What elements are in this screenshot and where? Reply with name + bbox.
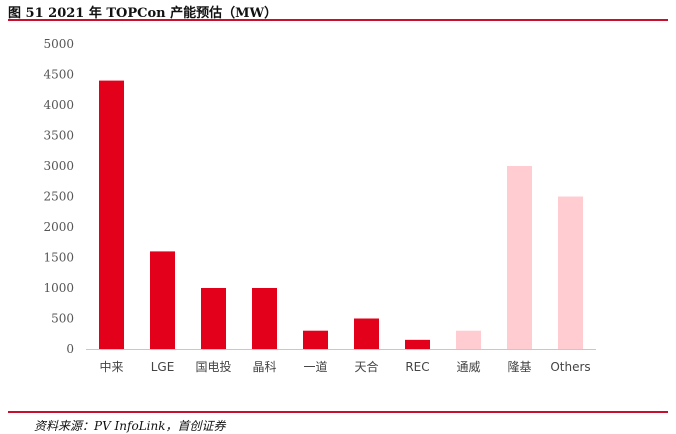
y-tick-label: 5000 <box>43 37 74 51</box>
x-tick-label: 晶科 <box>252 360 276 374</box>
y-tick-label: 0 <box>66 342 74 356</box>
bar-0 <box>99 80 124 349</box>
bar-6 <box>405 339 430 349</box>
x-tick-label: 中来 <box>99 359 123 374</box>
bar-5 <box>354 318 379 349</box>
y-tick-label: 3000 <box>43 159 74 173</box>
bar-9 <box>558 196 583 349</box>
x-axis-labels: 中来 LGE 国电投 晶科 一道 天合 REC 通威 隆基 Others <box>99 359 590 374</box>
y-tick-label: 1500 <box>43 251 74 265</box>
source-note: 资料来源：PV InfoLink，首创证券 <box>34 419 226 433</box>
bar-7 <box>456 330 481 349</box>
y-tick-label: 4000 <box>43 98 74 112</box>
bar-8 <box>507 166 532 349</box>
x-tick-label: 隆基 <box>507 359 531 374</box>
y-tick-label: 3500 <box>43 129 74 143</box>
x-tick-label: REC <box>405 360 429 374</box>
bars <box>99 80 583 349</box>
x-tick-label: 国电投 <box>195 359 231 374</box>
x-tick-label: 一道 <box>303 360 327 374</box>
bar-1 <box>150 251 175 349</box>
y-tick-label: 4500 <box>43 68 74 82</box>
bar-2 <box>201 288 226 349</box>
figure-title: 图 51 2021 年 TOPCon 产能预估（MW） <box>8 6 278 21</box>
bottom-rule <box>8 411 668 413</box>
x-tick-label: 通威 <box>456 360 480 374</box>
x-tick-label: LGE <box>151 360 175 374</box>
y-tick-label: 1000 <box>43 281 74 295</box>
bar-4 <box>303 330 328 349</box>
y-axis-ticks: 0 500 1000 1500 2000 2500 3000 3500 4000 4500 5000 <box>43 37 74 356</box>
y-tick-label: 2000 <box>43 220 74 234</box>
bar-3 <box>252 288 277 349</box>
x-tick-label: Others <box>550 360 590 374</box>
y-tick-label: 500 <box>51 312 74 326</box>
top-rule <box>8 19 668 21</box>
y-tick-label: 2500 <box>43 190 74 204</box>
x-tick-label: 天合 <box>354 359 378 374</box>
